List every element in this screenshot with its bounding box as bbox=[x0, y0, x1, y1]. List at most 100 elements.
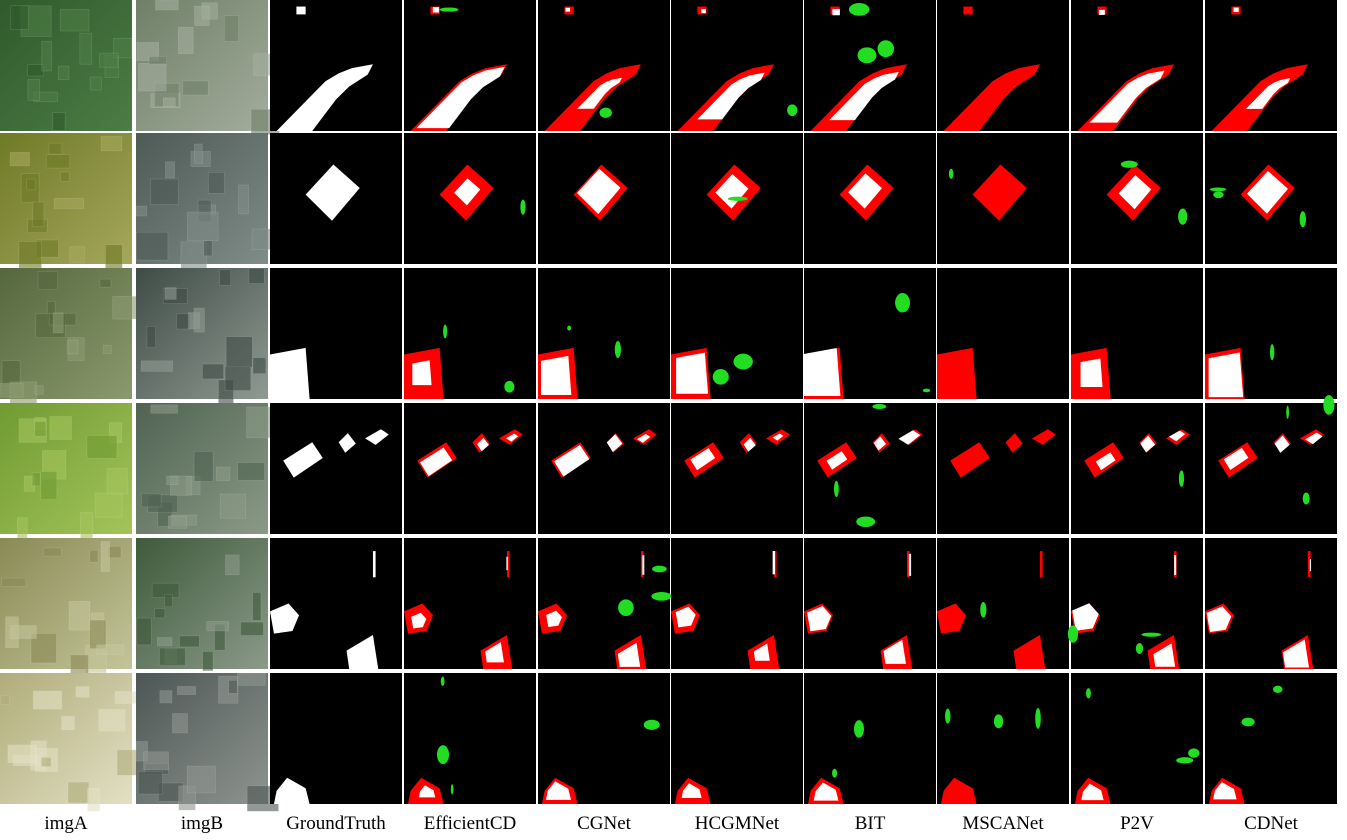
false-alarm bbox=[1242, 718, 1255, 727]
field bbox=[35, 421, 46, 436]
image-cell bbox=[671, 673, 803, 804]
field bbox=[165, 288, 176, 300]
false-alarm bbox=[437, 745, 449, 764]
field bbox=[238, 673, 266, 685]
image-cell bbox=[404, 268, 536, 399]
image-cell bbox=[0, 538, 132, 685]
image-cell bbox=[1071, 673, 1203, 804]
field bbox=[168, 516, 186, 528]
image-cell bbox=[270, 0, 402, 131]
field bbox=[202, 364, 223, 379]
field bbox=[208, 172, 224, 193]
image-cell bbox=[538, 0, 670, 131]
image-cell bbox=[1205, 0, 1337, 131]
false-alarm bbox=[1176, 757, 1193, 763]
image-cell bbox=[804, 538, 936, 669]
field bbox=[35, 386, 43, 394]
field bbox=[11, 626, 37, 639]
image-cell bbox=[136, 403, 274, 534]
image-cell bbox=[1071, 403, 1203, 534]
image-cell bbox=[804, 403, 936, 534]
field bbox=[80, 513, 92, 539]
image-cell bbox=[671, 403, 803, 534]
field bbox=[142, 493, 162, 507]
field bbox=[54, 198, 83, 208]
hit-region bbox=[433, 7, 439, 12]
gt-region bbox=[270, 348, 310, 399]
field bbox=[38, 271, 58, 289]
false-alarm bbox=[1068, 625, 1078, 642]
field bbox=[160, 691, 172, 703]
false-alarm bbox=[504, 381, 514, 393]
mask-bg bbox=[1205, 0, 1337, 131]
field bbox=[53, 313, 63, 333]
image-cell bbox=[404, 538, 536, 669]
false-alarm bbox=[567, 326, 571, 331]
image-cell bbox=[136, 538, 268, 671]
false-alarm bbox=[713, 369, 729, 385]
false-alarm bbox=[834, 481, 839, 497]
mask-bg bbox=[804, 0, 936, 131]
column-label: imgB bbox=[181, 813, 223, 834]
hit-region bbox=[566, 8, 570, 12]
mask-bg bbox=[404, 0, 536, 131]
image-cell bbox=[1205, 133, 1337, 264]
image-cell bbox=[0, 268, 138, 412]
hit-region bbox=[909, 554, 911, 576]
photo bbox=[136, 538, 268, 669]
image-cell bbox=[270, 268, 402, 399]
image-cell bbox=[136, 133, 275, 271]
false-alarm bbox=[652, 566, 667, 573]
gt-region bbox=[373, 551, 376, 577]
field bbox=[159, 648, 185, 665]
field bbox=[43, 548, 61, 556]
image-cell bbox=[538, 403, 670, 534]
hit-region bbox=[832, 9, 839, 15]
image-cell bbox=[937, 268, 1069, 399]
comparison-figure: imgAimgBGroundTruthEfficientCDCGNetHCGMN… bbox=[0, 0, 1347, 840]
field bbox=[187, 766, 215, 793]
image-cell bbox=[270, 133, 402, 264]
field bbox=[33, 691, 61, 709]
field bbox=[100, 279, 111, 287]
field bbox=[99, 709, 125, 731]
image-cell bbox=[404, 403, 536, 534]
field bbox=[68, 782, 89, 803]
false-alarm bbox=[1286, 406, 1289, 419]
field bbox=[90, 620, 106, 649]
field bbox=[172, 714, 187, 733]
image-cell bbox=[937, 538, 1069, 669]
image-cell bbox=[0, 133, 132, 275]
false-alarm bbox=[1141, 633, 1161, 637]
image-cell bbox=[937, 403, 1069, 534]
image-cell bbox=[404, 133, 536, 264]
field bbox=[136, 232, 168, 260]
hit-region bbox=[506, 557, 507, 570]
field bbox=[156, 0, 179, 10]
field bbox=[27, 179, 36, 190]
field bbox=[136, 206, 146, 216]
field bbox=[253, 592, 261, 620]
field bbox=[42, 41, 52, 71]
false-alarm bbox=[854, 720, 864, 738]
field bbox=[229, 680, 238, 693]
false-alarm bbox=[849, 3, 870, 16]
hit-region bbox=[541, 356, 571, 395]
false-alarm bbox=[949, 169, 954, 179]
mask-bg bbox=[937, 538, 1069, 669]
field bbox=[177, 686, 195, 694]
image-cell bbox=[1205, 673, 1337, 804]
field bbox=[226, 337, 252, 368]
field bbox=[11, 6, 29, 30]
field bbox=[194, 144, 202, 163]
column-label: CGNet bbox=[577, 813, 632, 834]
mask-bg bbox=[804, 538, 936, 669]
image-cell bbox=[136, 268, 268, 409]
field bbox=[28, 79, 40, 100]
field bbox=[97, 645, 124, 654]
image-cell bbox=[1071, 0, 1203, 131]
false-alarm bbox=[878, 40, 895, 57]
field bbox=[67, 340, 78, 354]
image-cell bbox=[671, 0, 803, 131]
field bbox=[87, 788, 99, 811]
